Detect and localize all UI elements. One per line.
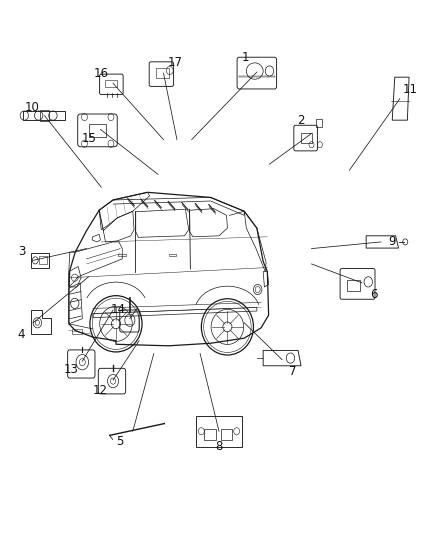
Text: 12: 12 xyxy=(93,384,108,397)
Bar xyxy=(118,254,126,256)
Bar xyxy=(347,280,360,290)
Text: 6: 6 xyxy=(370,288,378,301)
Text: 9: 9 xyxy=(389,236,396,248)
Text: 17: 17 xyxy=(167,56,182,69)
Text: 15: 15 xyxy=(81,132,96,145)
Bar xyxy=(106,80,117,87)
Text: 16: 16 xyxy=(94,67,109,79)
Text: 1: 1 xyxy=(241,51,249,64)
Bar xyxy=(40,110,49,120)
Text: 13: 13 xyxy=(64,364,78,376)
Text: 5: 5 xyxy=(117,435,124,448)
Bar xyxy=(72,329,82,334)
Bar xyxy=(88,124,106,137)
Bar xyxy=(301,133,311,143)
Bar xyxy=(156,68,170,78)
Bar xyxy=(23,111,65,119)
Bar xyxy=(204,429,216,440)
Text: 2: 2 xyxy=(297,114,305,127)
Bar xyxy=(39,256,47,264)
Text: 3: 3 xyxy=(18,245,25,257)
Text: 8: 8 xyxy=(215,440,223,453)
Bar xyxy=(239,76,275,77)
Text: 11: 11 xyxy=(403,84,418,96)
Text: 14: 14 xyxy=(110,303,126,317)
Bar xyxy=(221,429,232,440)
Text: 10: 10 xyxy=(25,101,39,115)
Text: 4: 4 xyxy=(18,328,25,341)
Text: 7: 7 xyxy=(289,365,297,378)
Bar xyxy=(169,254,176,256)
